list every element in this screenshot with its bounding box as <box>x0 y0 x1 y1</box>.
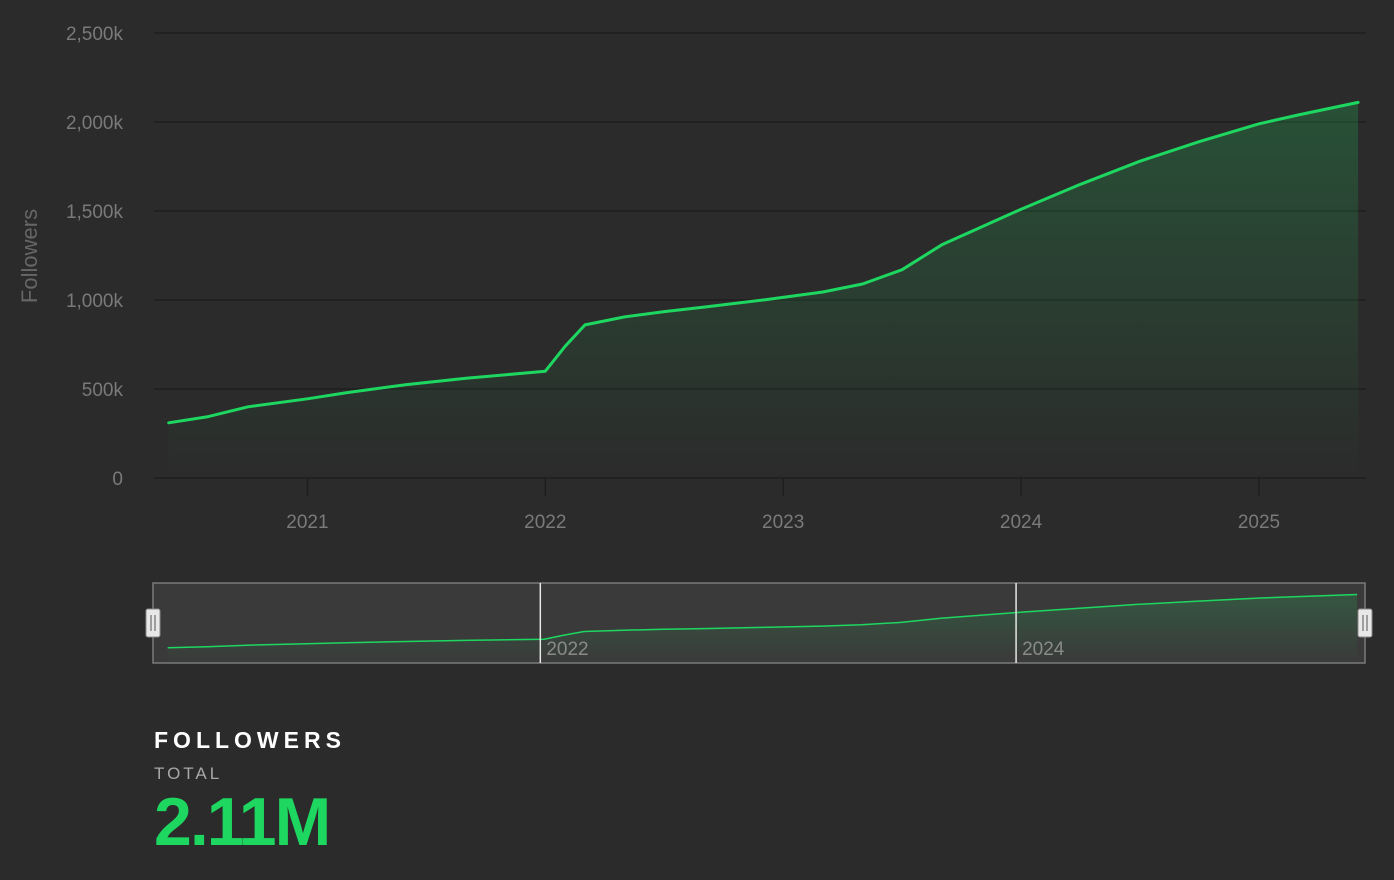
x-tick-label: 2022 <box>524 512 566 533</box>
chart-canvas: 0 500k 1,000k 1,500k 2,000k 2,500k Followers 20… <box>17 24 1373 664</box>
navigator-label: 2024 <box>1022 639 1065 660</box>
navigator-area <box>167 594 1358 663</box>
y-tick-label: 1,000k <box>66 291 124 312</box>
y-tick-label: 2,500k <box>66 24 124 45</box>
series-line <box>167 100 1360 425</box>
x-tick-label: 2025 <box>1238 512 1280 533</box>
y-tick-label: 2,000k <box>66 113 124 134</box>
x-tick-label: 2021 <box>286 512 328 533</box>
stat-title: FOLLOWERS <box>154 727 346 753</box>
navigator-line <box>167 593 1358 649</box>
navigator-handle-right[interactable] <box>1357 608 1373 638</box>
y-axis-label: Followers <box>17 209 42 303</box>
x-tick-label: 2024 <box>1000 512 1043 533</box>
handle-body[interactable] <box>145 608 161 638</box>
y-tick-label: 1,500k <box>66 202 124 223</box>
handle-body[interactable] <box>1357 608 1373 638</box>
y-tick-label: 500k <box>82 380 124 401</box>
stat-value: 2.11M <box>154 784 331 860</box>
stat-subtitle: TOTAL <box>154 764 223 783</box>
stats-panel: FOLLOWERS TOTAL 2.11M <box>154 726 346 857</box>
series-area <box>168 102 1359 479</box>
navigator-handle-left[interactable] <box>145 608 161 638</box>
navigator-label: 2022 <box>546 639 588 660</box>
y-tick-label: 0 <box>112 469 123 490</box>
x-tick-label: 2023 <box>762 512 804 533</box>
